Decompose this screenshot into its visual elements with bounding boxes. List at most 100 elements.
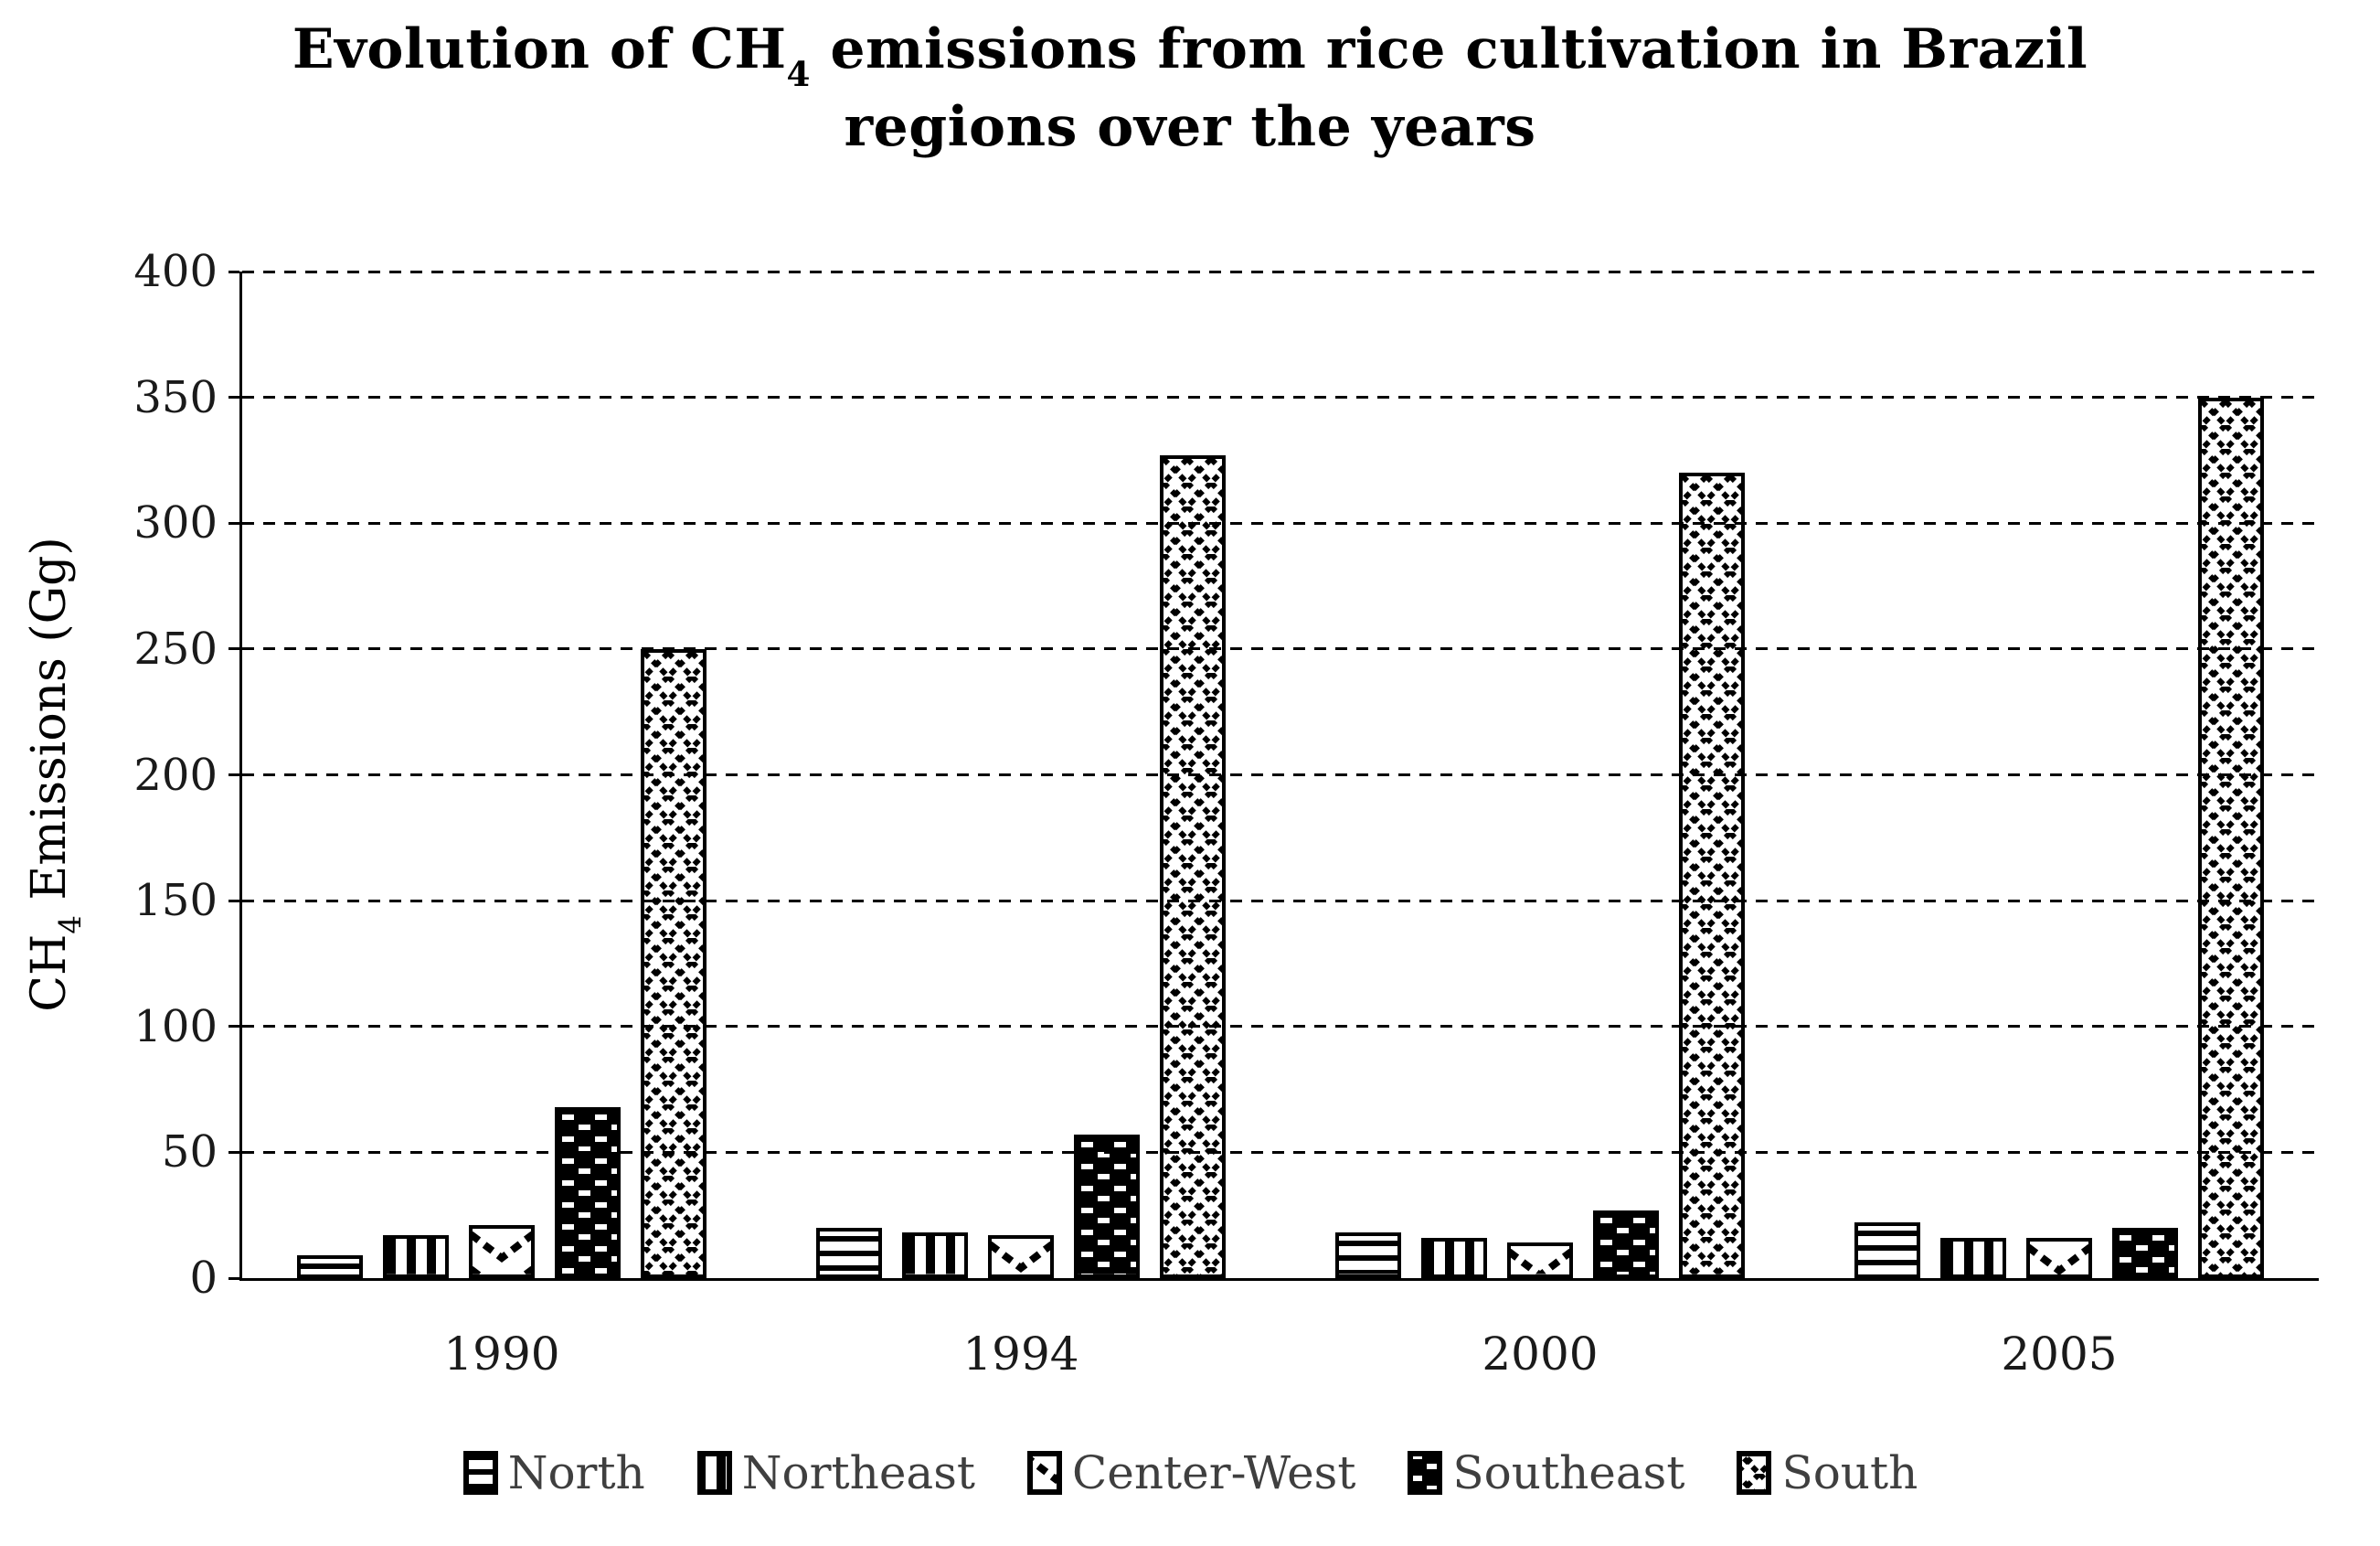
x-tick-label-2005: 2005	[2001, 1327, 2118, 1381]
bar-center-west-2000	[1507, 1242, 1573, 1278]
bar-center-west-1990	[469, 1225, 535, 1278]
x-tick-labels: 1990 1994 2000 2005	[242, 1327, 2319, 1381]
legend-item-north: North	[462, 1446, 645, 1499]
x-tick-label-2000: 2000	[1482, 1327, 1599, 1381]
bar-northeast-1994	[902, 1232, 968, 1278]
bar-fill-dashed-chevron	[1511, 1246, 1569, 1274]
y-tick-mark	[228, 396, 239, 400]
bar-fill-black-with-white-dashes	[1078, 1138, 1136, 1274]
bar-fill-dotted-diamond-crosshatch	[1163, 458, 1222, 1274]
bar-fill-black-with-white-dashes	[1597, 1213, 1655, 1274]
bar-fill-horizontal-stripes	[301, 1259, 359, 1274]
bar-south-1994	[1160, 454, 1226, 1278]
bar-center-west-1994	[988, 1235, 1054, 1278]
y-tick-mark	[228, 270, 239, 273]
legend-marker-dotted-diamond-crosshatch-icon	[1737, 1451, 1772, 1495]
bar-fill-dashed-chevron	[473, 1229, 531, 1274]
bar-fill-dotted-diamond-crosshatch	[644, 652, 703, 1274]
bar-center-west-2005	[2026, 1237, 2092, 1278]
legend-item-center-west: Center-West	[1026, 1446, 1355, 1499]
bar-southeast-1990	[555, 1106, 621, 1278]
y-tick-mark	[228, 1150, 239, 1154]
bar-southeast-2005	[2112, 1227, 2178, 1278]
bar-north-1990	[297, 1255, 363, 1278]
legend-marker-vertical-stripes-icon	[696, 1451, 732, 1495]
gridline	[242, 521, 2319, 525]
chart-title-line2: regions over the years	[844, 95, 1536, 160]
y-tick-mark	[228, 521, 239, 525]
legend-item-south: South	[1736, 1446, 1918, 1499]
legend-label: North	[507, 1446, 645, 1499]
bar-fill-dashed-chevron	[2030, 1241, 2088, 1274]
legend-label: South	[1781, 1446, 1918, 1499]
x-axis-line	[239, 1278, 2319, 1281]
gridline	[242, 270, 2319, 273]
bar-fill-horizontal-stripes	[1858, 1226, 1917, 1274]
legend-marker-horizontal-stripes-icon	[462, 1451, 498, 1495]
y-tick-label: 350	[133, 371, 218, 423]
bar-fill-dotted-diamond-crosshatch	[1683, 476, 1741, 1274]
gridline	[242, 899, 2319, 902]
legend: North Northeast Center-West Southeast South	[0, 1446, 2380, 1499]
plot-area	[228, 270, 2319, 1281]
bar-fill-vertical-stripes	[1944, 1241, 2003, 1274]
legend-label: Northeast	[741, 1446, 975, 1499]
bar-north-1994	[816, 1227, 882, 1278]
bar-fill-black-with-white-dashes	[558, 1110, 617, 1274]
bar-north-2000	[1335, 1232, 1401, 1278]
chart-title-line1: Evolution of CH4 emissions from rice cul…	[292, 17, 2088, 94]
chart-title: Evolution of CH4 emissions from rice cul…	[0, 11, 2380, 166]
y-tick-label: 100	[133, 1000, 218, 1052]
y-tick-label: 0	[189, 1253, 218, 1304]
legend-item-southeast: Southeast	[1407, 1446, 1684, 1499]
gridline	[242, 396, 2319, 400]
x-tick-label-1994: 1994	[962, 1327, 1079, 1381]
y-tick-mark	[228, 1276, 239, 1280]
bar-south-2000	[1679, 473, 1745, 1278]
bar-fill-vertical-stripes	[387, 1239, 445, 1274]
gridline	[242, 1150, 2319, 1154]
x-tick-label-1990: 1990	[443, 1327, 560, 1381]
bar-fill-black-with-white-dashes	[2116, 1231, 2174, 1274]
bar-group-2005	[1800, 272, 2319, 1278]
bar-fill-dotted-diamond-crosshatch	[2202, 400, 2260, 1274]
y-axis-line	[239, 272, 242, 1278]
y-tick-label: 400	[133, 246, 218, 297]
y-tick-mark	[228, 1025, 239, 1029]
bar-fill-vertical-stripes	[1425, 1241, 1483, 1274]
y-tick-mark	[228, 899, 239, 902]
gridline	[242, 647, 2319, 651]
bar-group-1990	[242, 272, 761, 1278]
bar-fill-horizontal-stripes	[1339, 1236, 1397, 1274]
y-tick-label: 50	[161, 1126, 218, 1178]
title-subscript: 4	[786, 53, 811, 94]
legend-item-northeast: Northeast	[696, 1446, 975, 1499]
y-tick-label: 200	[133, 749, 218, 801]
y-tick-label: 150	[133, 875, 218, 927]
bar-southeast-2000	[1593, 1210, 1659, 1278]
bar-northeast-2000	[1421, 1237, 1487, 1278]
bar-southeast-1994	[1074, 1135, 1140, 1278]
y-tick-mark	[228, 647, 239, 651]
bar-fill-dashed-chevron	[992, 1239, 1050, 1274]
legend-label: Southeast	[1452, 1446, 1685, 1499]
gridline	[242, 773, 2319, 776]
y-tick-label: 250	[133, 623, 218, 675]
legend-marker-black-with-white-dashes-icon	[1408, 1451, 1443, 1495]
bar-south-1990	[641, 648, 707, 1278]
legend-marker-dashed-chevron-icon	[1026, 1451, 1062, 1495]
bar-south-2005	[2198, 397, 2264, 1278]
bar-north-2005	[1854, 1222, 1920, 1278]
bar-group-2000	[1280, 272, 1800, 1278]
bar-group-1994	[761, 272, 1280, 1278]
bar-northeast-1990	[383, 1235, 449, 1278]
bar-northeast-2005	[1940, 1237, 2006, 1278]
bar-groups	[242, 272, 2319, 1278]
y-tick-mark	[228, 773, 239, 776]
bar-fill-horizontal-stripes	[820, 1231, 878, 1274]
legend-label: Center-West	[1071, 1446, 1356, 1499]
y-tick-label: 300	[133, 497, 218, 549]
bar-fill-vertical-stripes	[906, 1236, 964, 1274]
gridline	[242, 1025, 2319, 1029]
